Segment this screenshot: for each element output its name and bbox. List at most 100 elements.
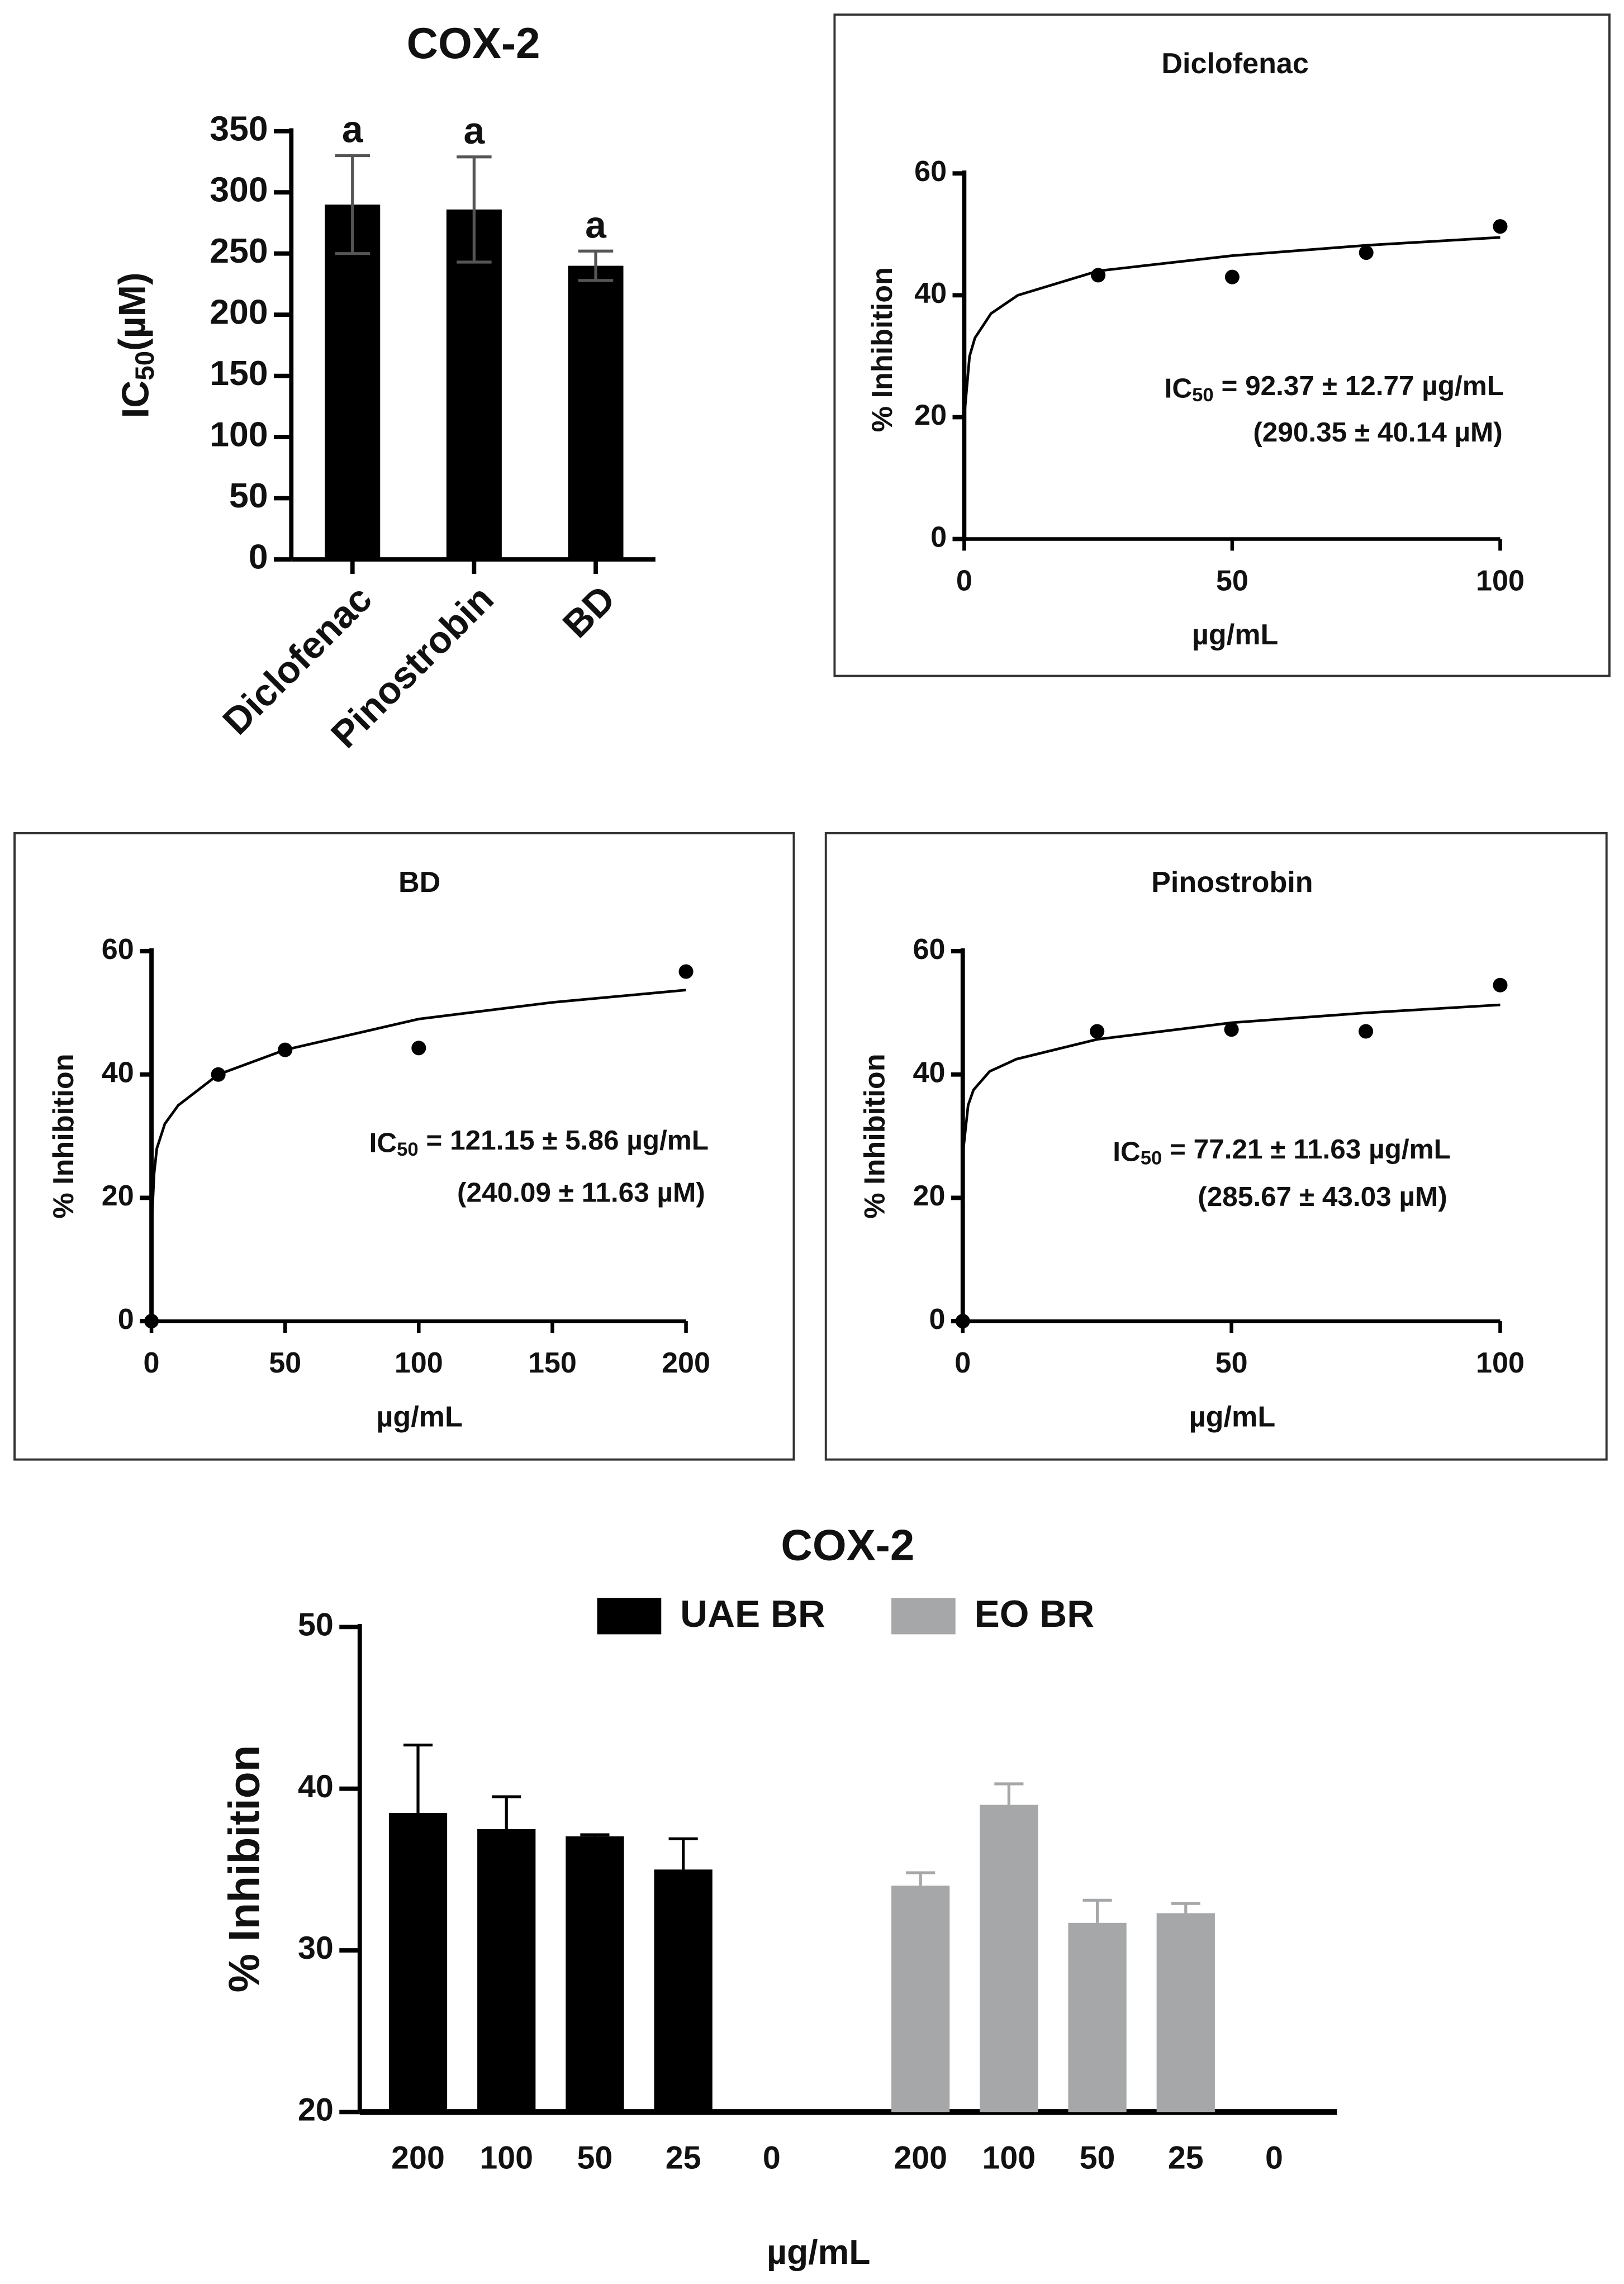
chart-title: Diclofenac xyxy=(1161,48,1309,80)
x-tick-label: 0 xyxy=(144,1347,160,1379)
y-axis-label: % Inhibition xyxy=(866,267,899,432)
x-tick-label: 0 xyxy=(1265,2140,1283,2176)
text-part: IC xyxy=(1165,373,1193,404)
y-tick-label: 350 xyxy=(210,109,268,148)
bar xyxy=(654,1869,713,2112)
data-point xyxy=(144,1314,159,1329)
y-tick-label: 20 xyxy=(913,1180,946,1212)
x-tick-label: 200 xyxy=(391,2140,445,2176)
x-tick-label: 100 xyxy=(982,2140,1036,2176)
chart-title: COX-2 xyxy=(781,1520,914,1569)
text-part: (285.67 ± 43.03 µM) xyxy=(1198,1181,1447,1212)
panel-frame xyxy=(824,832,1608,1461)
annotation: IC50 = 92.37 ± 12.77 µg/mL xyxy=(1165,371,1504,406)
data-point xyxy=(1493,219,1508,234)
bar xyxy=(388,1813,448,2112)
text-part: 50 xyxy=(1141,1148,1162,1169)
x-tick-label: 50 xyxy=(269,1347,301,1379)
x-axis-label: µg/mL xyxy=(376,1400,463,1433)
annotation: (240.09 ± 11.63 µM) xyxy=(457,1177,705,1208)
data-point xyxy=(1359,1024,1374,1039)
text-part: = 92.37 ± 12.77 µg/mL xyxy=(1214,371,1504,401)
x-tick-label: 100 xyxy=(395,1347,443,1379)
y-tick-label: 60 xyxy=(102,933,134,966)
x-tick-label: BD xyxy=(555,578,623,646)
y-tick-label: 50 xyxy=(229,476,268,515)
data-point xyxy=(1090,1024,1105,1039)
y-axis-label: % Inhibition xyxy=(48,1053,80,1218)
data-point xyxy=(411,1041,426,1056)
y-tick-label: 60 xyxy=(913,933,946,966)
legend-label: EO BR xyxy=(975,1593,1095,1635)
significance-letter: a xyxy=(585,204,607,246)
bar xyxy=(980,1805,1038,2112)
bar xyxy=(325,205,381,559)
y-tick-label: 250 xyxy=(210,231,268,270)
significance-letter: a xyxy=(463,110,485,152)
y-tick-label: 40 xyxy=(298,1769,334,1805)
chart-title: Pinostrobin xyxy=(1151,866,1313,899)
y-tick-label: 50 xyxy=(298,1607,334,1643)
y-tick-label: 0 xyxy=(249,538,268,577)
bar xyxy=(891,1886,950,2112)
text-part: (µM) xyxy=(111,272,153,351)
data-point xyxy=(955,1314,970,1329)
y-axis-label: IC50(µM) xyxy=(111,272,159,418)
y-tick-label: 40 xyxy=(913,1057,946,1089)
bar xyxy=(1068,1922,1127,2112)
data-point xyxy=(211,1067,226,1082)
text-part: = 121.15 ± 5.86 µg/mL xyxy=(419,1125,709,1156)
data-point xyxy=(1359,245,1374,260)
y-tick-label: 40 xyxy=(914,277,947,310)
chart-title: COX-2 xyxy=(407,18,540,68)
x-tick-label: 100 xyxy=(1476,564,1525,597)
text-part: 50 xyxy=(130,351,159,381)
x-tick-label: 0 xyxy=(955,1347,971,1379)
panel-frame xyxy=(833,13,1611,677)
y-tick-label: 40 xyxy=(102,1057,134,1089)
y-axis-label: % Inhibition xyxy=(859,1053,891,1218)
y-tick-label: 0 xyxy=(929,1303,945,1336)
text-part: = 77.21 ± 11.63 µg/mL xyxy=(1162,1134,1451,1165)
y-axis-label: % Inhibition xyxy=(220,1745,269,1993)
x-tick-label: 200 xyxy=(662,1347,710,1379)
legend-label: UAE BR xyxy=(680,1593,825,1635)
y-tick-label: 300 xyxy=(210,170,268,210)
x-axis-label: µg/mL xyxy=(767,2233,870,2272)
text-part: 50 xyxy=(397,1139,419,1160)
x-tick-label: 200 xyxy=(894,2140,947,2176)
chart-title: BD xyxy=(398,866,440,899)
bar xyxy=(1156,1913,1215,2112)
y-tick-label: 150 xyxy=(210,354,268,393)
text-part: (290.35 ± 40.14 µM) xyxy=(1253,417,1502,448)
bar xyxy=(477,1829,536,2112)
annotation: IC50 = 77.21 ± 11.63 µg/mL xyxy=(1113,1134,1451,1169)
bar xyxy=(566,1836,624,2112)
x-tick-label: 25 xyxy=(666,2140,701,2176)
fit-curve xyxy=(961,1003,1500,1155)
fit-curve xyxy=(963,236,1500,417)
data-point xyxy=(678,964,694,979)
y-tick-label: 100 xyxy=(210,415,268,454)
significance-letter: a xyxy=(342,109,364,151)
y-tick-label: 20 xyxy=(914,399,947,431)
x-tick-label: 100 xyxy=(1476,1347,1525,1379)
text-part: IC xyxy=(369,1128,397,1158)
text-part: IC xyxy=(115,381,157,419)
x-axis-label: µg/mL xyxy=(1192,619,1279,651)
data-point xyxy=(1224,269,1240,284)
legend-swatch xyxy=(891,1598,956,1635)
data-point xyxy=(1224,1022,1239,1037)
x-tick-label: 50 xyxy=(1216,564,1248,597)
text-part: IC xyxy=(1113,1136,1141,1167)
x-tick-label: 150 xyxy=(528,1347,577,1379)
bar xyxy=(446,209,502,559)
y-tick-label: 0 xyxy=(930,521,947,553)
data-point xyxy=(1091,268,1106,283)
x-tick-label: 50 xyxy=(1080,2140,1115,2176)
fit-curve xyxy=(150,989,686,1229)
x-tick-label: 0 xyxy=(763,2140,781,2176)
x-tick-label: 25 xyxy=(1168,2140,1204,2176)
x-tick-label: 50 xyxy=(577,2140,613,2176)
